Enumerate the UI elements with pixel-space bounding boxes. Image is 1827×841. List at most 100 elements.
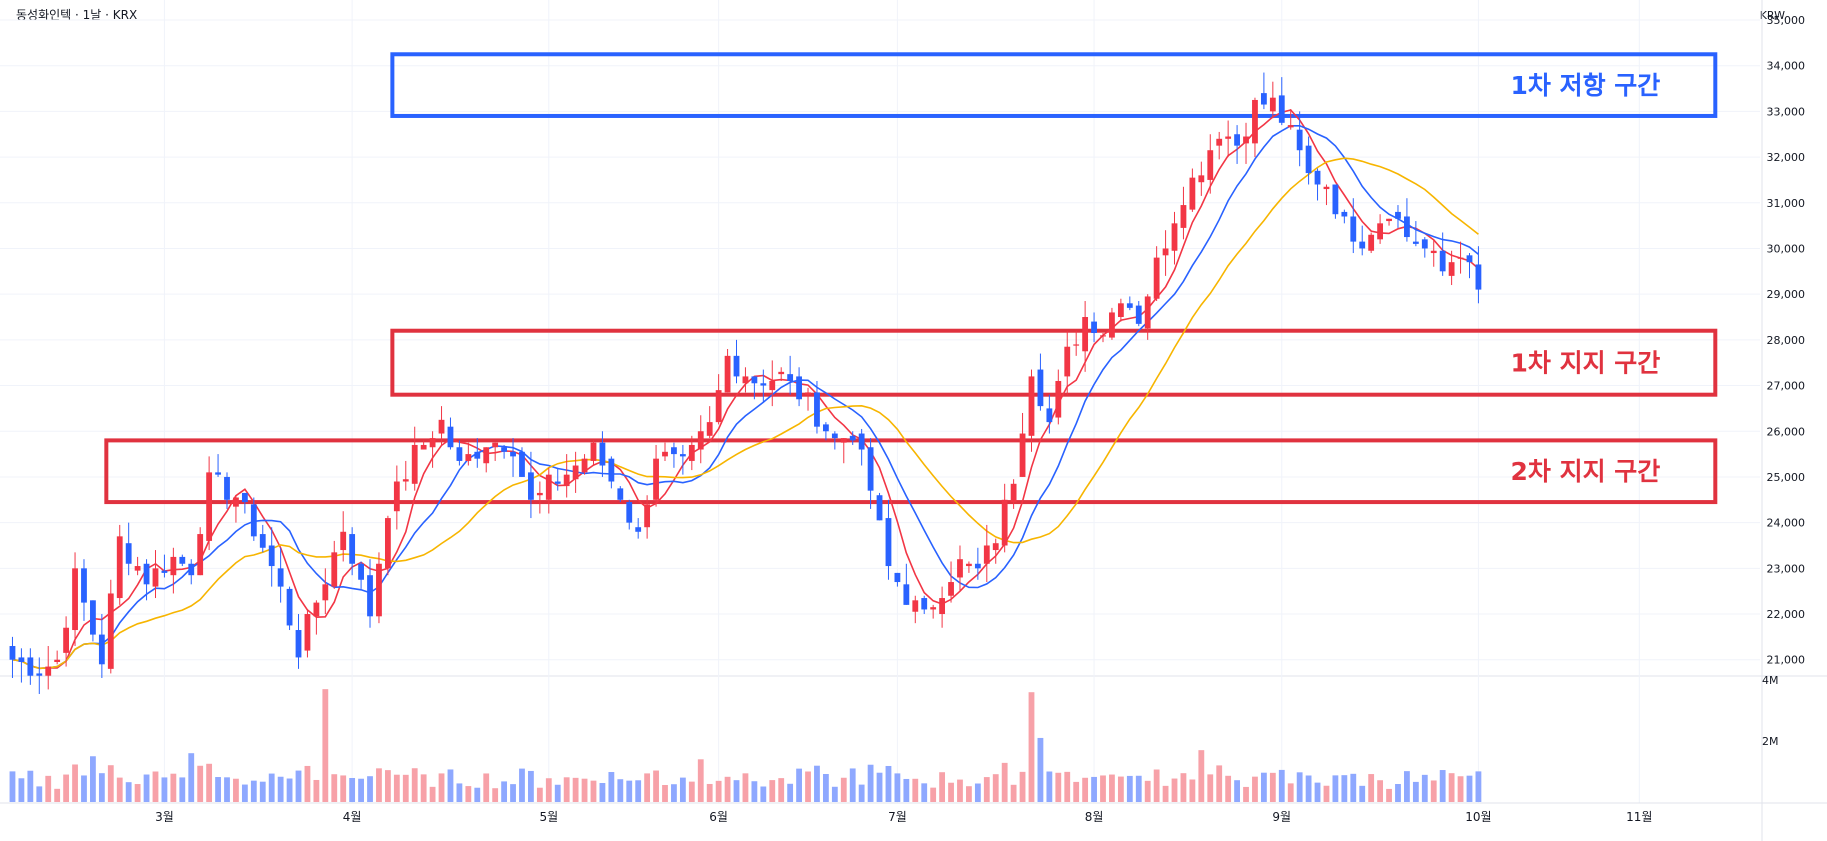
volume-bar (983, 777, 990, 802)
candle-body (1368, 234, 1375, 251)
volume-bar (1001, 762, 1008, 802)
candle (438, 406, 445, 445)
candle (1368, 232, 1375, 254)
candle (983, 524, 990, 583)
volume-tick-label: 2M (1762, 735, 1779, 748)
volume-bar (760, 786, 767, 802)
candle-body (1332, 184, 1339, 215)
candle (1243, 122, 1249, 164)
candle (1341, 209, 1348, 224)
volume-bar (1189, 779, 1196, 802)
volume-bar (876, 772, 883, 802)
volume-bar (277, 776, 284, 802)
candle (98, 614, 105, 678)
candle-body (545, 474, 552, 500)
candle-body (197, 534, 204, 576)
volume-bar (1269, 772, 1276, 802)
candle-body (376, 563, 382, 617)
candle-body (313, 602, 320, 617)
volume-bar (814, 765, 820, 802)
candle-body (1091, 321, 1097, 334)
candle (447, 417, 454, 450)
candle (644, 495, 651, 539)
volume-bar (1386, 788, 1392, 802)
candle (107, 579, 114, 674)
volume-bar (1404, 771, 1410, 802)
zone-label-1: 1차 지지 구간 (1510, 349, 1660, 378)
candle (1323, 184, 1330, 206)
candle-body (1260, 93, 1267, 105)
candle (90, 600, 96, 642)
candle (268, 527, 275, 587)
candle-body (966, 563, 972, 567)
candle (751, 376, 758, 400)
candle-body (1028, 376, 1035, 436)
y-tick-label: 21,000 (1767, 654, 1806, 667)
candle (492, 442, 499, 461)
x-tick-label: 8월 (1085, 810, 1104, 824)
candle (376, 552, 382, 624)
volume-bar (1243, 786, 1249, 802)
volume-bar (331, 774, 338, 802)
candle (27, 648, 34, 685)
candle-body (885, 518, 892, 567)
candle (1055, 369, 1062, 425)
volume-bar (599, 782, 606, 802)
x-tick-label: 6월 (709, 810, 728, 824)
candle (18, 648, 25, 683)
candle (903, 563, 910, 605)
candle (358, 561, 364, 589)
volume-bar (474, 787, 481, 802)
volume-bar (662, 785, 668, 802)
candle (1305, 136, 1312, 185)
candle-body (1153, 257, 1160, 299)
volume-bar (966, 786, 972, 802)
volume-bar (18, 778, 25, 802)
candle-body (1117, 303, 1124, 318)
candle (241, 492, 248, 514)
y-tick-label: 31,000 (1767, 197, 1806, 210)
candle (966, 561, 972, 573)
candle (608, 456, 615, 489)
currency-label: KRW (1759, 9, 1785, 22)
volume-bar (840, 777, 847, 802)
candle (742, 367, 749, 393)
candle (635, 518, 642, 539)
y-tick-label: 30,000 (1767, 242, 1806, 255)
candle (233, 495, 239, 523)
x-tick-label: 4월 (343, 810, 362, 824)
candle (206, 456, 213, 551)
candle-body (554, 481, 561, 484)
volume-bar (724, 776, 731, 802)
candle-body (563, 474, 570, 487)
candle-body (769, 380, 776, 391)
volume-bar (1153, 769, 1160, 802)
candle (393, 465, 400, 530)
volume-bar (45, 775, 52, 802)
candle (1010, 479, 1017, 509)
candle (429, 431, 436, 468)
volume-bar (304, 765, 311, 802)
candle-body (1466, 255, 1473, 263)
volume-bar (63, 774, 70, 802)
candle-body (215, 472, 221, 475)
volume-bar (706, 783, 713, 802)
volume-bar (456, 783, 463, 802)
volume-bar (393, 774, 400, 802)
candle-body (1162, 248, 1169, 256)
y-tick-label: 25,000 (1767, 471, 1806, 484)
candle (45, 646, 52, 690)
volume-bar (1457, 776, 1464, 802)
candle (331, 540, 338, 589)
candle (81, 559, 87, 621)
volume-bar (1252, 776, 1258, 802)
candle (679, 444, 686, 475)
candle (1386, 218, 1392, 226)
volume-bar (1028, 692, 1035, 802)
candle-body (1073, 344, 1080, 346)
candle-body (45, 666, 52, 676)
candle-body (1001, 499, 1008, 546)
candle-body (179, 556, 186, 564)
